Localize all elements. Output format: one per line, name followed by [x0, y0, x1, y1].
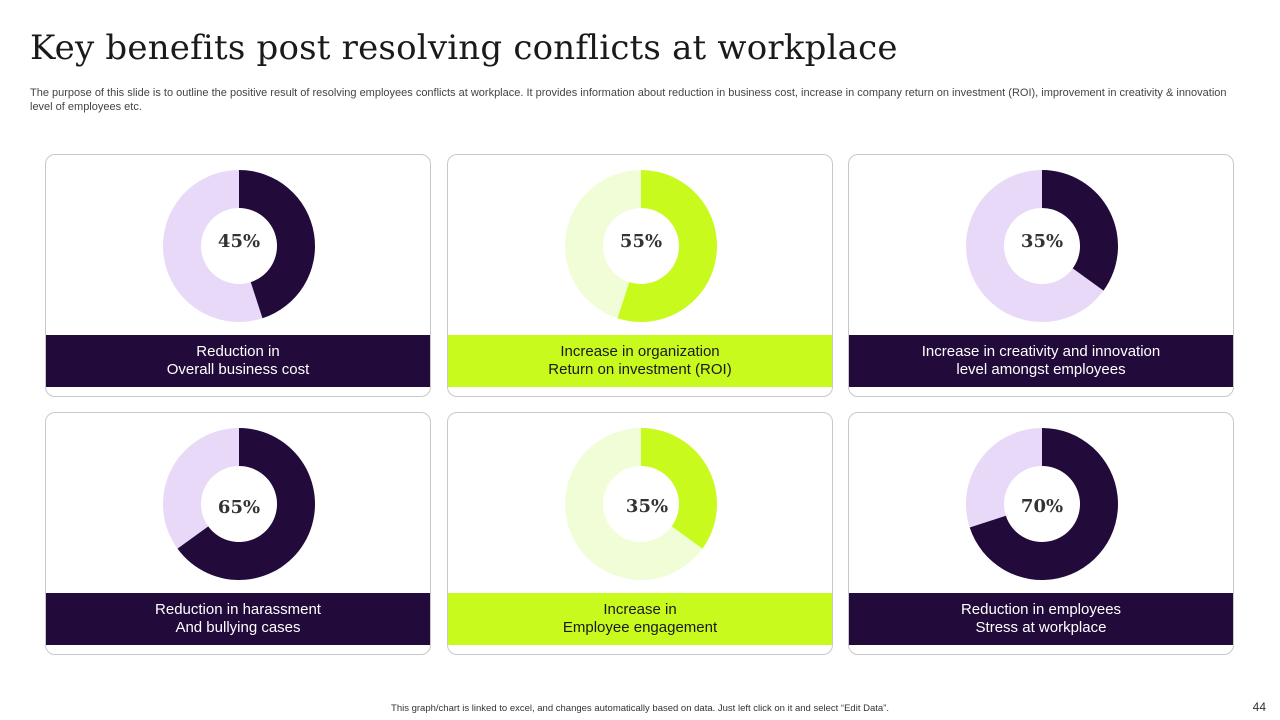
donut-chart-5[interactable]: 35%: [448, 413, 833, 593]
benefit-card-2[interactable]: 55% Increase in organization Return on i…: [447, 154, 833, 397]
benefit-1-label-band: Reduction in Overall business cost: [46, 335, 430, 387]
benefit-3-label-band: Increase in creativity and innovation le…: [849, 335, 1233, 387]
donut-3-value-segment: [1042, 170, 1118, 291]
donut-5-remainder-segment: [565, 428, 703, 580]
footer-note: This graph/chart is linked to excel, and…: [391, 703, 889, 714]
benefit-card-6[interactable]: 70% Reduction in employees Stress at wor…: [848, 412, 1234, 655]
benefit-5-label-line-2: Employee engagement: [562, 619, 718, 636]
benefit-1-label-line-2: Overall business cost: [166, 361, 310, 378]
donut-6-value-segment: [969, 428, 1118, 580]
donut-3-value-label: 35%: [1021, 231, 1063, 252]
donut-chart-1[interactable]: 45%: [46, 155, 431, 335]
benefit-4-label-line-2: And bullying cases: [175, 619, 301, 636]
benefit-6-label-band: Reduction in employees Stress at workpla…: [849, 593, 1233, 645]
donut-1-value-label: 45%: [218, 231, 260, 252]
benefit-5-label-line-1: Increase in: [603, 601, 677, 618]
donut-2-remainder-segment: [565, 170, 641, 319]
page-title: Key benefits post resolving conflicts at…: [30, 28, 898, 68]
benefit-6-label-line-1: Reduction in employees: [960, 601, 1122, 618]
donut-2-value-label: 55%: [620, 231, 662, 252]
donut-4-remainder-segment: [162, 428, 239, 549]
donut-chart-4[interactable]: 65%: [46, 413, 431, 593]
benefit-4-label-line-1: Reduction in harassment: [155, 601, 321, 618]
donut-5-value-segment: [641, 428, 717, 549]
donut-6-value-label: 70%: [1021, 496, 1063, 517]
benefit-5-label-band: Increase in Employee engagement: [448, 593, 832, 645]
benefit-3-label-line-2: level amongst employees: [956, 361, 1126, 378]
donut-5-value-label: 35%: [626, 496, 668, 517]
benefit-6-label-line-2: Stress at workplace: [975, 619, 1107, 636]
donut-4-value-segment: [177, 428, 315, 580]
donut-3-remainder-segment: [966, 170, 1104, 322]
donut-1-value-segment: [239, 170, 315, 319]
donut-chart-3[interactable]: 35%: [849, 155, 1234, 335]
benefit-2-label-line-2: Return on investment (ROI): [548, 361, 732, 378]
donut-chart-6[interactable]: 70%: [849, 413, 1234, 593]
page-description: The purpose of this slide is to outline …: [30, 87, 1227, 113]
benefit-card-5[interactable]: 35% Increase in Employee engagement: [447, 412, 833, 655]
benefit-card-3[interactable]: 35% Increase in creativity and innovatio…: [848, 154, 1234, 397]
donut-4-value-label: 65%: [218, 497, 260, 518]
benefit-card-4[interactable]: 65% Reduction in harassment And bullying…: [45, 412, 431, 655]
page-number: 44: [1252, 700, 1266, 714]
benefit-4-label-band: Reduction in harassment And bullying cas…: [46, 593, 430, 645]
donut-1-remainder-segment: [162, 170, 263, 322]
benefit-2-label-band: Increase in organization Return on inves…: [448, 335, 832, 387]
benefit-card-1[interactable]: 45% Reduction in Overall business cost: [45, 154, 431, 397]
donut-6-remainder-segment: [966, 428, 1042, 528]
benefit-1-label-line-1: Reduction in: [196, 343, 280, 360]
benefit-3-label-line-1: Increase in creativity and innovation: [921, 343, 1161, 360]
donut-chart-2[interactable]: 55%: [448, 155, 833, 335]
donut-2-value-segment: [617, 170, 717, 322]
benefit-2-label-line-1: Increase in organization: [560, 343, 720, 360]
